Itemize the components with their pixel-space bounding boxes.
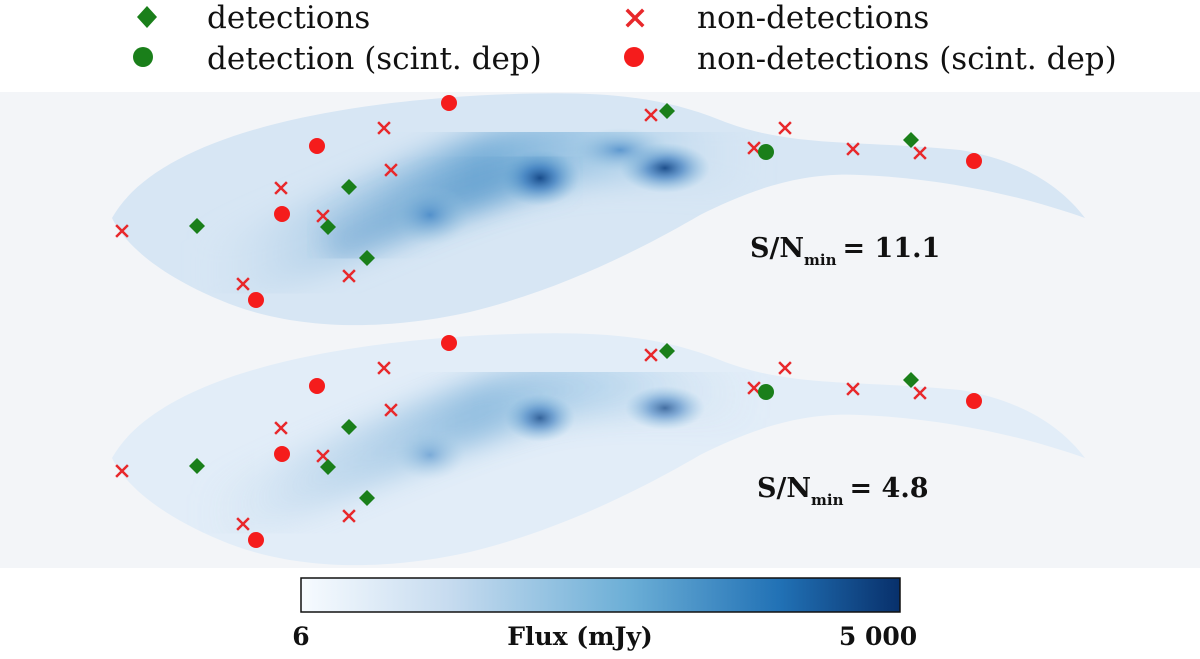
non-detection-scint-marker-bottom-1	[274, 446, 290, 462]
legend-marker-red-circle	[624, 47, 644, 67]
non-detection-marker-bottom-6	[384, 403, 398, 417]
non-detection-marker-bottom-2	[274, 421, 288, 435]
non-detection-marker-bottom-1	[236, 517, 250, 531]
non-detection-scint-marker-bottom-0	[248, 532, 264, 548]
legend-entry-detections: detections	[137, 0, 370, 36]
non-detection-marker-top-1	[236, 277, 250, 291]
detection-marker-top-2	[341, 179, 357, 195]
detection-scint-marker-bottom-0	[758, 384, 774, 400]
colorbar: 6 Flux (mJy) 5 000	[292, 577, 917, 651]
sky-map-panel-bottom	[112, 333, 1085, 566]
colorbar-title: Flux (mJy)	[507, 622, 653, 651]
non-detection-scint-marker-top-2	[309, 138, 325, 154]
colorbar-min-label: 6	[292, 622, 309, 651]
legend: detections non-detections detection (sci…	[133, 0, 1117, 77]
non-detection-marker-bottom-4	[342, 509, 356, 523]
legend-label-non-detections: non-detections	[697, 0, 929, 36]
non-detection-marker-top-2	[274, 181, 288, 195]
non-detection-marker-bottom-0	[115, 464, 129, 478]
detection-marker-top-0	[189, 218, 205, 234]
detection-marker-top-5	[903, 132, 919, 148]
non-detection-scint-marker-bottom-3	[441, 335, 457, 351]
detection-marker-bottom-0	[189, 458, 205, 474]
non-detection-marker-bottom-5	[377, 361, 391, 375]
legend-label-non-detections-scint: non-detections (scint. dep)	[697, 41, 1117, 77]
non-detection-marker-bottom-3	[316, 449, 330, 463]
non-detection-marker-top-6	[384, 163, 398, 177]
snr-label-bottom: S/Nmin = 4.8	[757, 473, 929, 509]
non-detection-marker-top-7	[644, 108, 658, 122]
detection-marker-bottom-2	[341, 419, 357, 435]
detection-marker-bottom-3	[359, 490, 375, 506]
sky-map-panel-top	[112, 93, 1085, 326]
legend-marker-diamond	[137, 6, 157, 28]
non-detection-scint-marker-top-4	[966, 153, 982, 169]
non-detection-marker-top-3	[316, 209, 330, 223]
detection-scint-marker-top-0	[758, 144, 774, 160]
non-detection-scint-marker-top-1	[274, 206, 290, 222]
non-detection-marker-top-0	[115, 224, 129, 238]
non-detection-marker-top-5	[377, 121, 391, 135]
detection-marker-bottom-4	[659, 343, 675, 359]
non-detection-marker-bottom-8	[747, 381, 761, 395]
non-detection-marker-bottom-10	[846, 382, 860, 396]
non-detection-marker-top-11	[913, 146, 927, 160]
non-detection-scint-marker-top-3	[441, 95, 457, 111]
non-detection-scint-marker-bottom-4	[966, 393, 982, 409]
non-detection-marker-bottom-7	[644, 348, 658, 362]
non-detection-scint-marker-bottom-2	[309, 378, 325, 394]
legend-entry-detection-scint: detection (scint. dep)	[133, 41, 542, 77]
sky-map-top	[112, 93, 1085, 326]
non-detection-marker-top-4	[342, 269, 356, 283]
colorbar-max-label: 5 000	[839, 622, 917, 651]
non-detection-marker-bottom-11	[913, 386, 927, 400]
detection-marker-top-3	[359, 250, 375, 266]
detection-marker-bottom-1	[320, 459, 336, 475]
sky-map-bottom	[112, 333, 1085, 566]
legend-entry-non-detections-scint: non-detections (scint. dep)	[624, 41, 1117, 77]
non-detection-marker-top-8	[747, 141, 761, 155]
legend-marker-x	[625, 8, 645, 28]
legend-label-detection-scint: detection (scint. dep)	[207, 41, 542, 77]
legend-entry-non-detections: non-detections	[625, 0, 929, 36]
detection-marker-bottom-5	[903, 372, 919, 388]
colorbar-gradient	[300, 577, 901, 613]
detection-marker-top-4	[659, 103, 675, 119]
non-detection-marker-top-9	[778, 121, 792, 135]
detection-marker-top-1	[320, 219, 336, 235]
non-detection-scint-marker-top-0	[248, 292, 264, 308]
non-detection-marker-bottom-9	[778, 361, 792, 375]
non-detection-marker-top-10	[846, 142, 860, 156]
legend-label-detections: detections	[207, 0, 370, 36]
markers	[115, 95, 982, 548]
legend-marker-green-circle	[133, 47, 153, 67]
snr-label-top: S/Nmin = 11.1	[750, 233, 940, 269]
